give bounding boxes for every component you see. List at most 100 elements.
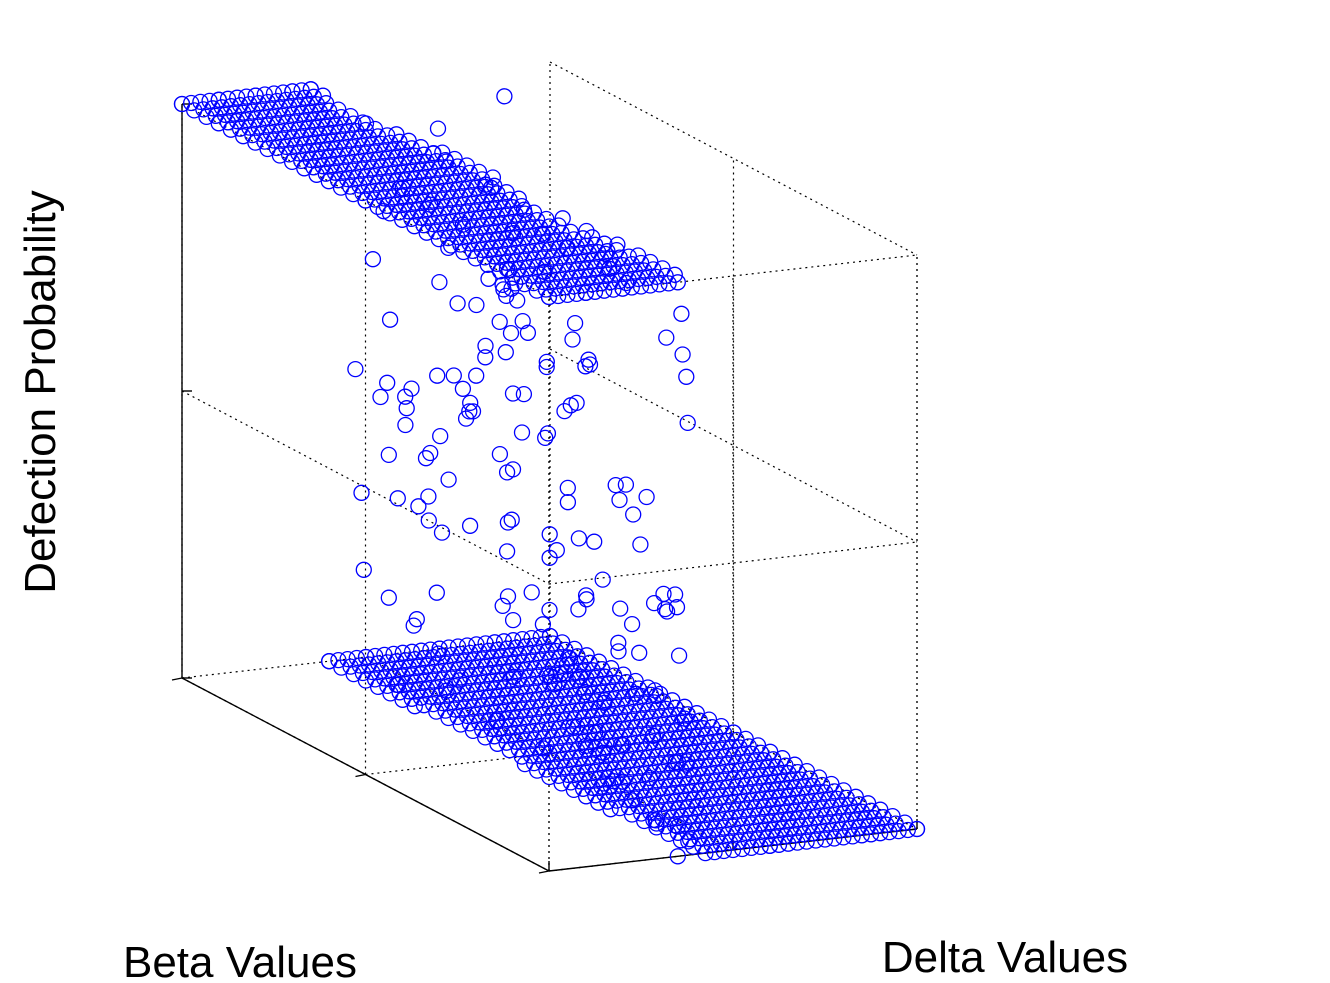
data-point bbox=[398, 400, 415, 417]
data-point bbox=[499, 514, 517, 531]
data-point bbox=[504, 611, 522, 629]
data-point bbox=[679, 414, 696, 432]
y-tick-mark bbox=[355, 773, 366, 778]
data-point bbox=[449, 295, 466, 312]
data-point bbox=[468, 296, 485, 314]
data-point bbox=[515, 385, 533, 403]
data-point bbox=[507, 275, 524, 292]
data-point bbox=[430, 645, 447, 662]
data-point bbox=[565, 718, 582, 735]
data-point bbox=[454, 380, 472, 397]
data-point bbox=[372, 388, 389, 406]
data-point bbox=[641, 769, 659, 787]
data-point bbox=[617, 476, 635, 493]
data-point bbox=[807, 832, 824, 849]
data-point bbox=[743, 839, 760, 857]
data-point bbox=[539, 425, 557, 442]
data-point bbox=[477, 176, 494, 193]
data-point bbox=[623, 792, 641, 809]
data-point bbox=[468, 367, 485, 384]
data-point bbox=[389, 490, 406, 507]
data-point bbox=[504, 385, 522, 402]
data-point bbox=[451, 672, 468, 689]
data-point bbox=[594, 571, 611, 588]
data-point bbox=[872, 825, 889, 842]
data-point bbox=[607, 476, 624, 494]
data-point bbox=[425, 144, 442, 162]
data-point bbox=[541, 627, 559, 645]
data-point bbox=[596, 282, 613, 299]
data-point bbox=[826, 830, 843, 847]
data-point bbox=[491, 313, 508, 331]
data-point bbox=[431, 273, 448, 291]
data-point bbox=[586, 283, 604, 300]
data-point bbox=[645, 594, 663, 612]
y-tick-mark bbox=[538, 870, 550, 874]
data-point bbox=[477, 349, 494, 366]
data-point bbox=[673, 305, 690, 322]
data-point bbox=[658, 603, 676, 620]
data-point bbox=[596, 694, 613, 712]
data-point bbox=[429, 367, 446, 384]
data-point bbox=[568, 285, 585, 303]
data-point bbox=[752, 838, 769, 856]
data-point bbox=[355, 561, 372, 578]
data-point bbox=[666, 586, 684, 603]
data-point bbox=[625, 506, 642, 523]
data-point bbox=[559, 494, 577, 511]
data-point bbox=[510, 190, 527, 207]
data-point bbox=[406, 698, 423, 715]
data-point bbox=[389, 676, 407, 694]
data-point bbox=[494, 276, 511, 294]
data-point bbox=[498, 543, 516, 560]
data-point bbox=[397, 416, 414, 434]
data-point bbox=[357, 192, 374, 209]
data-point bbox=[667, 754, 684, 771]
data-point bbox=[577, 587, 595, 604]
data-point bbox=[445, 367, 462, 384]
data-point bbox=[568, 671, 585, 688]
data-point bbox=[570, 601, 587, 618]
floor-grid-line bbox=[365, 731, 734, 776]
data-point bbox=[430, 183, 448, 201]
data-point bbox=[394, 180, 411, 197]
data-point bbox=[375, 203, 392, 220]
data-point bbox=[666, 266, 683, 283]
data-point bbox=[380, 446, 397, 464]
data-point bbox=[623, 615, 641, 633]
data-point bbox=[454, 216, 471, 233]
data-point bbox=[556, 402, 573, 420]
data-point bbox=[658, 329, 675, 346]
data-point bbox=[499, 588, 517, 605]
data-point bbox=[462, 394, 479, 412]
data-point bbox=[644, 727, 662, 744]
data-point bbox=[541, 601, 558, 619]
data-point bbox=[428, 584, 445, 601]
data-point bbox=[613, 736, 630, 753]
data-point bbox=[558, 239, 575, 257]
data-point bbox=[572, 668, 589, 685]
data-point bbox=[496, 88, 513, 105]
data-point bbox=[602, 801, 619, 818]
data-point bbox=[533, 225, 551, 242]
data-point bbox=[394, 188, 411, 205]
data-point bbox=[669, 848, 686, 865]
data-point bbox=[364, 251, 382, 268]
data-point bbox=[605, 281, 622, 298]
data-point bbox=[623, 279, 640, 296]
data-point bbox=[247, 87, 264, 104]
data-point bbox=[538, 358, 555, 376]
data-point bbox=[655, 585, 672, 603]
data-point bbox=[561, 650, 579, 667]
data-point bbox=[651, 276, 668, 293]
data-point bbox=[674, 346, 691, 363]
data-point bbox=[379, 374, 396, 391]
data-point bbox=[577, 284, 594, 301]
data-point bbox=[433, 524, 451, 541]
data-point bbox=[523, 584, 540, 601]
data-point bbox=[504, 461, 522, 478]
data-point bbox=[505, 668, 522, 685]
data-point bbox=[770, 836, 788, 853]
data-point bbox=[780, 835, 797, 852]
data-point bbox=[498, 464, 516, 481]
